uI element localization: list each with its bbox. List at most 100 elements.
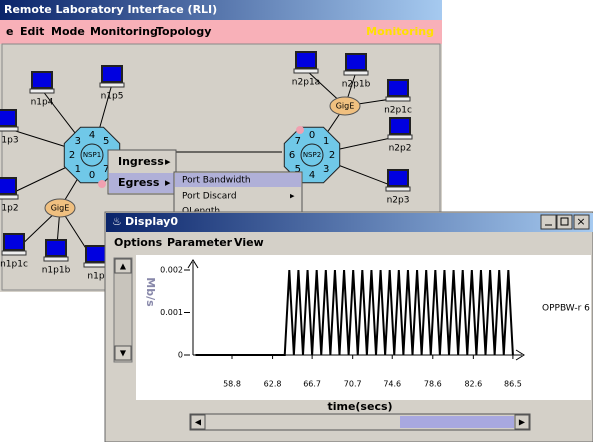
host-base [2,251,26,255]
host-monitor [4,234,24,250]
menu-item[interactable]: Topology [156,25,211,38]
arrow: ▸ [290,192,295,202]
legend-entry: OPPBW-r 6 [542,304,590,314]
host-monitor [32,72,52,88]
host-label: n2p1c [384,106,412,116]
menu-item[interactable]: e [6,25,13,38]
port-label: 1 [323,136,329,147]
host-label: n2p1a [292,78,320,88]
menu-item[interactable]: Egress [118,176,160,189]
menu-item[interactable]: Port Bandwidth [182,176,251,186]
port-label: 0 [89,170,95,181]
x-tick-label: 66.7 [303,380,321,389]
menu-item[interactable]: Parameter [167,236,233,249]
host-base [386,97,410,101]
arrow: ▸ [165,155,171,168]
display-window: ♨ Display0 × Options Parameter View ▲ ▼ … [105,212,593,442]
host-monitor [346,54,366,70]
router-label: NSP1 [83,151,101,159]
port-label: 2 [69,150,75,161]
menu-item[interactable]: Mode [51,25,85,38]
port-label: 1 [75,164,81,175]
host-label: n2p3 [387,196,410,206]
host-monitor [296,52,316,68]
port-label: 3 [323,164,329,175]
switch-label: GigE [51,204,70,213]
host-monitor [0,110,16,126]
host-label: n1p1c [0,260,28,270]
host-base [344,71,368,75]
port-marker [296,126,304,134]
x-tick-label: 86.5 [504,380,522,389]
host-monitor [388,170,408,186]
window-buttons: × [541,215,589,229]
host-base [0,195,18,199]
host-label: 1p2 [1,204,18,214]
port-label: 4 [89,130,95,141]
glyph: ◀ [195,418,202,427]
x-axis-label: time(secs) [327,400,392,413]
x-tick-label: 70.7 [344,380,362,389]
host-base [84,263,108,267]
menu-item[interactable]: Port Discard [182,192,237,202]
x-tick-label: 82.6 [464,380,482,389]
minimize-button[interactable] [541,215,556,229]
host-label: n1p [87,272,104,282]
host-base [100,83,124,87]
port-label: 4 [309,170,315,181]
host-base [30,89,54,93]
title-bar [106,213,593,232]
host-label: n2p1b [342,80,371,90]
menu-item[interactable]: View [234,236,264,249]
port-marker [98,180,106,188]
host-base [388,135,412,139]
port-label: 6 [289,150,295,161]
host-monitor [46,240,66,256]
menu-item[interactable]: Options [114,236,163,249]
host-base [294,69,318,73]
screen: Remote Laboratory Interface (RLI) e Edit… [0,0,593,442]
maximize-button[interactable] [557,215,572,229]
host-label: n1p1b [42,266,71,276]
page: Remote Laboratory Interface (RLI) e Edit… [0,0,593,442]
x-tick-label: 58.8 [223,380,241,389]
mode-indicator: Monitoring [366,25,434,38]
router-label: NSP2 [303,151,321,159]
arrow: ▸ [165,176,171,189]
host-label: n1p4 [31,98,54,108]
glyph: ▶ [519,418,526,427]
port-label: 3 [75,136,81,147]
menu-item[interactable]: Edit [20,25,44,38]
y-tick-label: 0.001 [160,308,183,317]
x-tick-label: 62.8 [264,380,282,389]
host-base [44,257,68,261]
y-axis-label: Mb/s [144,277,157,307]
icon: ♨ [112,215,122,228]
y-tick-label: 0.002 [160,266,183,275]
host-label: n2p2 [389,144,412,154]
port-label: 5 [103,136,109,147]
port-label: 0 [309,130,315,141]
host-monitor [390,118,410,134]
host-monitor [388,80,408,96]
y-tick-label: 0 [178,351,183,360]
host-monitor [102,66,122,82]
glyph: × [576,215,585,228]
host-base [0,127,18,131]
x-tick-label: 74.6 [383,380,401,389]
window-title: Remote Laboratory Interface (RLI) [4,3,217,16]
menu-item[interactable]: Ingress [118,155,164,168]
glyph: ▼ [120,349,127,358]
window-title: Display0 [125,215,178,228]
x-tick-label: 78.6 [424,380,442,389]
host-monitor [0,178,16,194]
port-label: 2 [329,150,335,161]
menu-item[interactable]: Monitoring [90,25,158,38]
port-label: 7 [295,136,301,147]
host-label: 1p3 [1,136,18,146]
host-monitor [86,246,106,262]
glyph: ▲ [120,262,127,271]
switch-label: GigE [336,102,355,111]
scroll-thumb[interactable] [400,416,514,428]
host-label: n1p5 [101,92,124,102]
